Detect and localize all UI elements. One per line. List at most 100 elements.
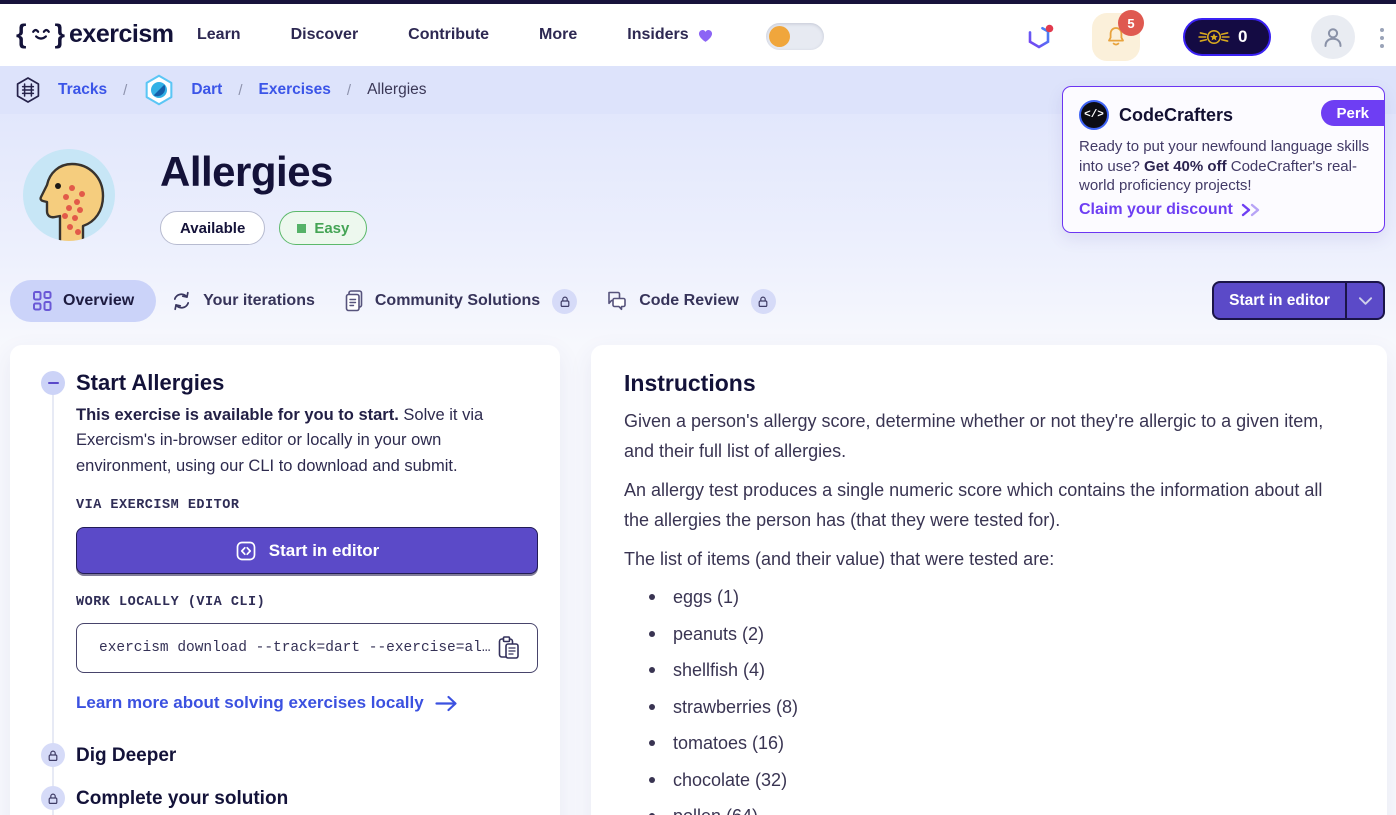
padlock-icon bbox=[48, 750, 58, 761]
instructions-title: Instructions bbox=[624, 370, 756, 396]
sync-arrows-icon bbox=[174, 291, 190, 311]
start-exercise-panel: Start Allergies This exercise is availab… bbox=[10, 345, 560, 815]
code-brackets-icon bbox=[236, 541, 256, 560]
cli-command-box[interactable]: exercism download --track=dart --exercis… bbox=[76, 623, 538, 673]
split-chevron-button[interactable] bbox=[1347, 283, 1383, 318]
allergen-list: eggs (1) peanuts (2) shellfish (4) straw… bbox=[649, 587, 798, 815]
list-item: tomatoes (16) bbox=[649, 733, 798, 770]
breadcrumb-current-allergies: Allergies bbox=[367, 81, 427, 98]
reputation-medal-icon bbox=[1198, 29, 1230, 45]
dark-mode-toggle[interactable] bbox=[766, 23, 824, 50]
instructions-paragraph: An allergy test produces a single numeri… bbox=[624, 480, 1323, 530]
exercise-tabs: Overview Your iterations Co bbox=[10, 280, 790, 322]
person-icon bbox=[1324, 28, 1342, 47]
top-navbar: { } exercism Learn Discover Contribute M… bbox=[0, 4, 1396, 66]
via-editor-label: VIA EXERCISM EDITOR bbox=[76, 498, 240, 513]
status-badge: Available bbox=[160, 211, 266, 245]
instructions-paragraph: Given a person's allergy score, determin… bbox=[624, 411, 1324, 461]
timeline-line bbox=[52, 395, 54, 815]
start-in-editor-split-button[interactable]: Start in editor bbox=[1212, 281, 1385, 320]
top-strip bbox=[0, 0, 1396, 4]
breadcrumb-tracks[interactable]: Tracks bbox=[58, 81, 108, 98]
locked-badge bbox=[552, 288, 578, 314]
difficulty-square-icon bbox=[297, 223, 307, 233]
cli-command-text: exercism download --track=dart --exercis… bbox=[99, 640, 491, 656]
list-item: peanuts (2) bbox=[649, 624, 798, 661]
logo-wordmark: exercism bbox=[69, 19, 174, 48]
list-item: pollen (64) bbox=[649, 806, 798, 815]
tab-community-solutions[interactable]: Community Solutions bbox=[329, 280, 591, 322]
nav-learn[interactable]: Learn bbox=[197, 26, 241, 43]
primary-nav: Learn Discover Contribute More Insiders bbox=[197, 4, 714, 66]
logo-brace-right: } bbox=[54, 19, 66, 49]
padlock-icon bbox=[560, 296, 570, 307]
allergy-spots bbox=[62, 185, 85, 235]
tab-your-iterations[interactable]: Your iterations bbox=[156, 280, 329, 322]
breadcrumb-separator: / bbox=[123, 81, 128, 99]
instructions-paragraph: The list of items (and their value) that… bbox=[624, 549, 1055, 569]
claim-discount-link[interactable]: Claim your discount bbox=[1079, 201, 1263, 219]
dashboard-grid-icon bbox=[33, 291, 52, 311]
purple-heart-icon bbox=[698, 29, 712, 42]
double-chevron-right-icon bbox=[1241, 203, 1259, 217]
list-item: shellfish (4) bbox=[649, 660, 798, 697]
breadcrumb-dart[interactable]: Dart bbox=[191, 81, 223, 98]
list-item: eggs (1) bbox=[649, 587, 798, 624]
notification-count-badge: 5 bbox=[1118, 10, 1144, 36]
breadcrumb-exercises[interactable]: Exercises bbox=[258, 81, 331, 98]
nav-more[interactable]: More bbox=[539, 26, 578, 43]
toggle-knob bbox=[769, 26, 790, 47]
start-panel-intro: This exercise is available for you to st… bbox=[76, 406, 484, 475]
instructions-panel: Instructions Given a person's allergy sc… bbox=[591, 345, 1387, 815]
padlock-icon bbox=[48, 793, 58, 804]
locked-step-badge bbox=[41, 743, 65, 767]
work-locally-label: WORK LOCALLY (VIA CLI) bbox=[76, 595, 266, 610]
learn-more-link[interactable]: Learn more about solving exercises local… bbox=[76, 693, 459, 713]
locked-step-badge bbox=[41, 786, 65, 810]
padlock-icon bbox=[758, 296, 768, 307]
codecrafters-perk-card: </> CodeCrafters Perk Ready to put your … bbox=[1062, 86, 1385, 233]
split-divider bbox=[1345, 283, 1347, 318]
breadcrumb-separator: / bbox=[238, 81, 243, 99]
reputation-count: 0 bbox=[1238, 27, 1248, 46]
nav-insiders-label: Insiders bbox=[627, 26, 689, 43]
nav-insiders[interactable]: Insiders bbox=[627, 26, 713, 44]
allergies-exercise-icon bbox=[23, 149, 115, 241]
list-item: strawberries (8) bbox=[649, 697, 798, 734]
complete-solution-step: Complete your solution bbox=[76, 788, 289, 809]
copy-command-button[interactable] bbox=[495, 634, 523, 662]
codecrafters-logo: </> bbox=[1079, 100, 1109, 130]
dart-track-icon bbox=[145, 74, 173, 106]
step-expanded-icon[interactable] bbox=[41, 371, 65, 395]
nav-discover[interactable]: Discover bbox=[290, 26, 359, 43]
overflow-menu-button[interactable] bbox=[1375, 24, 1389, 52]
exercism-logo[interactable]: { } exercism bbox=[16, 18, 174, 50]
page-title: Allergies bbox=[160, 148, 333, 195]
tab-overview[interactable]: Overview bbox=[10, 280, 157, 322]
clipboard-icon bbox=[498, 636, 519, 659]
start-in-editor-label[interactable]: Start in editor bbox=[1229, 291, 1330, 309]
logo-brace-left: { bbox=[16, 19, 27, 49]
account-avatar[interactable] bbox=[1311, 15, 1355, 59]
exercise-badges: Available Easy bbox=[160, 211, 368, 245]
arrow-right-icon bbox=[435, 695, 457, 711]
chevron-down-icon bbox=[1358, 296, 1372, 305]
tab-code-review[interactable]: Code Review bbox=[591, 280, 790, 322]
perk-badge: Perk bbox=[1321, 100, 1385, 126]
list-item: chocolate (32) bbox=[649, 770, 798, 807]
difficulty-badge: Easy bbox=[279, 211, 368, 245]
nav-contribute[interactable]: Contribute bbox=[408, 26, 490, 43]
stacked-documents-icon bbox=[345, 290, 363, 312]
dig-deeper-step: Dig Deeper bbox=[76, 745, 177, 766]
breadcrumb-separator: / bbox=[346, 81, 352, 99]
journey-hexagon-icon[interactable] bbox=[1026, 23, 1054, 51]
reputation-button[interactable]: 0 bbox=[1183, 18, 1271, 56]
perk-description: Ready to put your newfound language skil… bbox=[1079, 138, 1370, 194]
locked-badge bbox=[750, 288, 776, 314]
logo-smiley-icon bbox=[31, 28, 50, 40]
journey-alert-dot bbox=[1045, 24, 1054, 33]
codecrafters-brand-name: CodeCrafters bbox=[1119, 105, 1234, 125]
start-in-editor-button[interactable]: Start in editor bbox=[76, 527, 538, 574]
tracks-icon bbox=[16, 77, 40, 103]
